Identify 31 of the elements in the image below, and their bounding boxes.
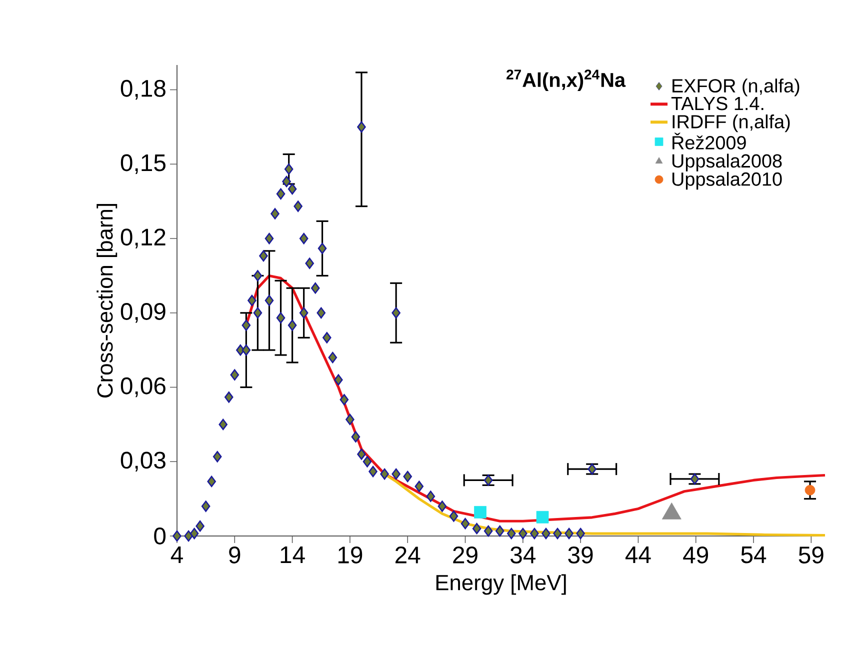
y-tick-label: 0,09 (120, 303, 166, 323)
point (536, 510, 549, 524)
x-tick-label: 54 (741, 546, 766, 564)
legend-label: Uppsala2010 (672, 172, 782, 190)
x-tick-label: 34 (510, 546, 536, 564)
x-tick-label: 4 (170, 546, 183, 563)
x-tick-label: 59 (798, 546, 824, 564)
y-tick-label: 0,12 (120, 228, 166, 248)
point (804, 484, 816, 496)
y-tick-label: 0,18 (120, 80, 166, 100)
y-tick-label: 0,15 (120, 154, 166, 174)
legend-label: Řež2009 (672, 132, 746, 150)
x-axis-title: Energy [MeV] (436, 574, 566, 595)
y-tick-label: 0,03 (120, 452, 166, 472)
y-axis-title: Cross-section [barn] (96, 204, 118, 398)
x-tick-label: 9 (229, 546, 240, 564)
y-tick-label: 0,06 (120, 377, 166, 398)
chart-title: $^{27}$Al(n,x)$^{24}$Na (506, 70, 626, 91)
legend-label: Uppsala2008 (672, 154, 782, 172)
point (474, 506, 486, 518)
y-tick-label: 0 (154, 528, 166, 544)
x-tick-label: 44 (625, 546, 651, 563)
legend-label: EXFOR (n,alfa) (672, 78, 800, 96)
x-tick-label: 29 (453, 546, 478, 564)
legend-label: TALYS 1.4. (671, 96, 764, 110)
x-tick-label: 24 (396, 546, 420, 564)
legend-label: IRDFF (n,alfa) (672, 114, 790, 132)
x-tick-label: 39 (568, 546, 593, 564)
x-tick-label: 19 (338, 546, 362, 564)
x-tick-label: 14 (280, 546, 305, 563)
x-tick-label: 49 (683, 546, 708, 564)
